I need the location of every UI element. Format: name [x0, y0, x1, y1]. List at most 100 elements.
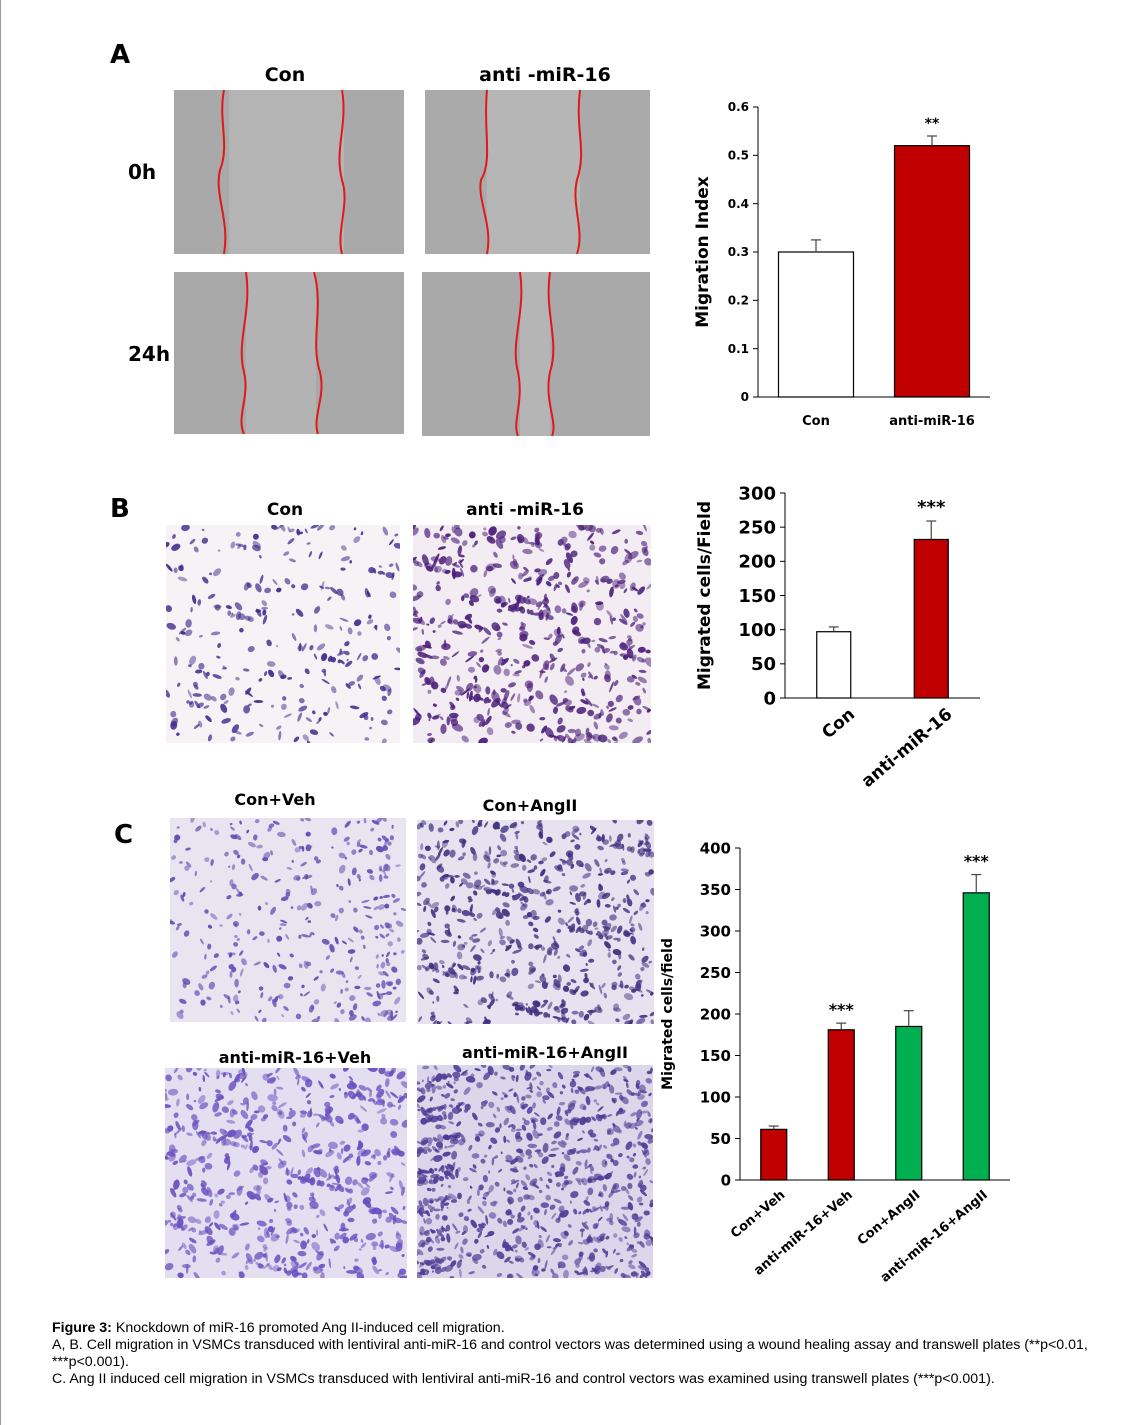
- stained-cell: [476, 662, 482, 668]
- stained-cell: [428, 823, 434, 832]
- stained-cell: [183, 930, 190, 937]
- stained-cell: [587, 1129, 594, 1136]
- stained-cell: [267, 826, 273, 832]
- stained-cell: [513, 1166, 518, 1172]
- stained-cell: [179, 1192, 187, 1198]
- stained-cell: [592, 1236, 601, 1244]
- stained-cell: [216, 1075, 220, 1080]
- stained-cell: [495, 907, 501, 913]
- stained-cell: [479, 927, 487, 933]
- stained-cell: [375, 1094, 383, 1104]
- stained-cell: [290, 906, 294, 909]
- stained-cell: [481, 1222, 487, 1226]
- stained-cell: [639, 1273, 645, 1278]
- stained-cell: [268, 669, 275, 678]
- stained-cell: [340, 594, 346, 601]
- stained-cell: [373, 896, 379, 901]
- stained-cell: [384, 1191, 393, 1194]
- stained-cell: [552, 706, 559, 714]
- stained-cell: [461, 595, 465, 602]
- stained-cell: [560, 1231, 568, 1239]
- stained-cell: [365, 1017, 371, 1022]
- stained-cell: [333, 1165, 339, 1172]
- stained-cell: [215, 1069, 221, 1077]
- stained-cell: [475, 975, 484, 981]
- stained-cell: [386, 1009, 393, 1016]
- stained-cell: [238, 912, 242, 916]
- stained-cell: [608, 1220, 614, 1226]
- stained-cell: [466, 1021, 469, 1024]
- stained-cell: [349, 1010, 354, 1017]
- stained-cell: [386, 961, 391, 967]
- stained-cell: [427, 1142, 432, 1147]
- stained-cell: [236, 937, 241, 942]
- stained-cell: [643, 841, 650, 846]
- panel-a-col-label-anti: anti -miR-16: [479, 64, 611, 86]
- stained-cell: [336, 588, 344, 596]
- stained-cell: [557, 1141, 566, 1148]
- stained-cell: [325, 1150, 335, 1158]
- stained-cell: [577, 1137, 583, 1142]
- stained-cell: [368, 566, 375, 574]
- stained-cell: [565, 1133, 569, 1138]
- stained-cell: [179, 998, 187, 1004]
- stained-cell: [515, 1128, 523, 1131]
- stained-cell: [574, 948, 581, 953]
- stained-cell: [460, 1102, 465, 1106]
- stained-cell: [639, 1189, 647, 1197]
- stained-cell: [533, 1163, 538, 1169]
- chart-b-y-tick-label: 250: [738, 517, 776, 538]
- stained-cell: [546, 1171, 553, 1177]
- stained-cell: [429, 990, 434, 995]
- stained-cell: [206, 1186, 213, 1198]
- stained-cell: [298, 1262, 307, 1269]
- stained-cell: [445, 556, 453, 566]
- stained-cell: [480, 649, 484, 653]
- stained-cell: [280, 919, 288, 924]
- stained-cell: [253, 961, 261, 966]
- stained-cell: [511, 959, 515, 964]
- stained-cell: [289, 1107, 293, 1111]
- stained-cell: [541, 973, 545, 977]
- stained-cell: [431, 1206, 436, 1210]
- stained-cell: [387, 709, 393, 715]
- stained-cell: [618, 984, 623, 988]
- stained-cell: [541, 1268, 546, 1272]
- stained-cell: [318, 717, 322, 722]
- stained-cell: [636, 559, 643, 563]
- stained-cell: [579, 601, 584, 611]
- stained-cell: [451, 907, 456, 913]
- stained-cell: [520, 621, 524, 626]
- stained-cell: [585, 1116, 592, 1123]
- stained-cell: [262, 609, 267, 616]
- stained-cell: [399, 1275, 407, 1278]
- stained-cell: [489, 999, 495, 1007]
- stained-cell: [591, 1206, 597, 1211]
- stained-cell: [305, 1092, 311, 1098]
- stained-cell: [611, 736, 617, 742]
- stained-cell: [377, 1231, 383, 1237]
- stained-cell: [338, 885, 344, 891]
- stained-cell: [646, 708, 651, 713]
- stained-cell: [532, 927, 539, 933]
- stained-cell: [626, 894, 630, 901]
- stained-cell: [421, 882, 427, 888]
- stained-cell: [363, 1150, 368, 1155]
- stained-cell: [593, 1138, 599, 1142]
- stained-cell: [214, 1247, 219, 1254]
- stained-cell: [328, 1258, 331, 1269]
- stained-cell: [645, 899, 650, 903]
- stained-cell: [379, 1091, 384, 1095]
- stained-cell: [539, 667, 544, 679]
- stained-cell: [559, 1166, 566, 1173]
- stained-cell: [420, 956, 430, 961]
- stained-cell: [305, 831, 311, 837]
- stained-cell: [385, 933, 390, 937]
- stained-cell: [173, 1068, 179, 1074]
- stained-cell: [428, 856, 432, 861]
- stained-cell: [428, 1167, 433, 1174]
- stained-cell: [258, 1162, 269, 1168]
- stained-cell: [333, 1175, 339, 1180]
- stained-cell: [246, 929, 251, 935]
- stained-cell: [307, 1110, 313, 1118]
